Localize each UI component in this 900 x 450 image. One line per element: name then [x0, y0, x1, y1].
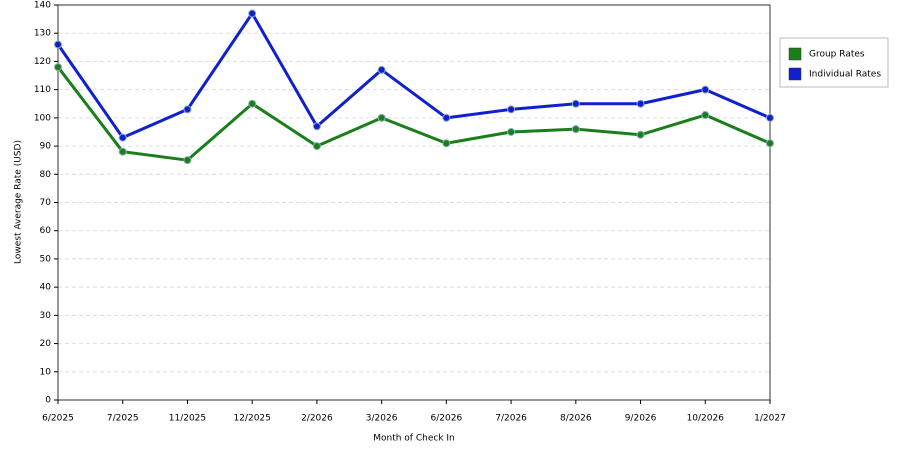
x-tick-label: 12/2025: [233, 414, 270, 424]
point: [571, 125, 580, 134]
x-tick-label: 8/2026: [560, 414, 592, 424]
y-tick-label: 130: [34, 29, 51, 39]
y-tick-label: 50: [40, 254, 52, 264]
point: [118, 133, 127, 142]
y-tick-label: 60: [40, 226, 52, 236]
x-tick-label: 3/2026: [366, 414, 398, 424]
y-tick-label: 20: [40, 339, 52, 349]
point: [183, 105, 192, 114]
point: [507, 127, 516, 136]
point: [248, 99, 257, 108]
point: [442, 113, 451, 122]
x-tick-label: 9/2026: [625, 414, 657, 424]
x-tick-label: 7/2025: [107, 414, 139, 424]
y-tick-label: 30: [40, 311, 52, 321]
point: [54, 40, 62, 49]
y-tick-label: 10: [40, 367, 52, 377]
point: [507, 105, 516, 114]
point: [183, 156, 192, 165]
series-line: [56, 66, 771, 162]
x-tick-label: 11/2025: [169, 414, 206, 424]
y-tick-label: 110: [34, 85, 51, 95]
x-tick-label: 10/2026: [687, 414, 725, 424]
legend-label: Group Rates: [809, 50, 865, 60]
legend-swatch: [788, 67, 802, 81]
x-tick-label: 1/2027: [754, 414, 786, 424]
point: [442, 139, 451, 148]
point: [312, 122, 321, 131]
point: [636, 130, 645, 139]
point: [377, 113, 386, 122]
point: [766, 113, 774, 122]
legend-label: Individual Rates: [809, 70, 881, 80]
x-axis-title: Month of Check In: [373, 434, 455, 444]
legend-swatch: [788, 47, 802, 61]
point: [312, 142, 321, 151]
x-tick-label: 6/2025: [42, 414, 74, 424]
y-tick-label: 0: [45, 396, 51, 406]
point: [118, 147, 127, 156]
x-tick-label: 2/2026: [301, 414, 333, 424]
y-tick-label: 140: [34, 1, 51, 11]
point: [248, 9, 257, 18]
point: [766, 139, 774, 148]
point: [636, 99, 645, 108]
x-tick-label: 7/2026: [495, 414, 527, 424]
series-line: [56, 11, 771, 140]
y-axis-title: Lowest Average Rate (USD): [14, 140, 24, 264]
y-tick-label: 100: [34, 113, 51, 123]
point: [571, 99, 580, 108]
y-tick-label: 80: [40, 170, 52, 180]
plot-frame: [57, 4, 771, 401]
point: [701, 85, 710, 94]
point: [377, 65, 386, 74]
point: [701, 111, 710, 120]
y-tick-label: 40: [40, 283, 52, 293]
x-tick-label: 6/2026: [431, 414, 463, 424]
y-tick-label: 120: [34, 57, 51, 67]
point: [54, 63, 62, 72]
y-tick-label: 90: [40, 142, 52, 152]
y-tick-label: 70: [40, 198, 52, 208]
